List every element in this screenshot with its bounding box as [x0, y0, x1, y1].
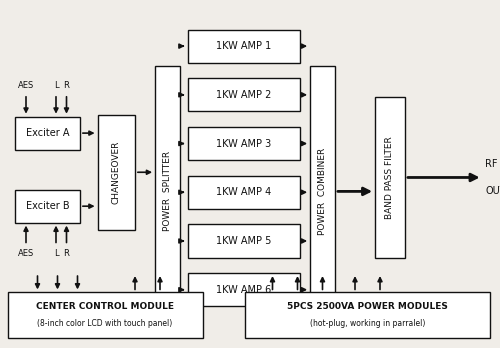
Bar [375, 97, 405, 258]
Text: (8-inch color LCD with touch panel): (8-inch color LCD with touch panel) [38, 319, 172, 328]
Bar [8, 292, 202, 338]
Text: 1KW AMP 3: 1KW AMP 3 [216, 139, 272, 149]
Text: 5PCS 2500VA POWER MODULES: 5PCS 2500VA POWER MODULES [287, 302, 448, 311]
Text: 1KW AMP 5: 1KW AMP 5 [216, 236, 272, 246]
Text: 1KW AMP 1: 1KW AMP 1 [216, 41, 272, 51]
Text: 1KW AMP 2: 1KW AMP 2 [216, 90, 272, 100]
Text: (hot-plug, working in parralel): (hot-plug, working in parralel) [310, 319, 425, 328]
Text: OUT: OUT [485, 186, 500, 196]
Text: AES: AES [18, 81, 34, 90]
Text: 1KW AMP 4: 1KW AMP 4 [216, 187, 272, 197]
Text: POWER  COMBINER: POWER COMBINER [318, 148, 327, 235]
Bar [188, 176, 300, 209]
Text: 1KW AMP 6: 1KW AMP 6 [216, 285, 272, 295]
Text: BAND PASS FILTER: BAND PASS FILTER [386, 136, 394, 219]
Bar [98, 115, 135, 230]
Text: POWER  SPLITTER: POWER SPLITTER [163, 151, 172, 231]
Bar [188, 273, 300, 306]
Text: R: R [64, 81, 70, 90]
Text: Exciter B: Exciter B [26, 201, 70, 211]
Text: CENTER CONTROL MODULE: CENTER CONTROL MODULE [36, 302, 174, 311]
Bar [188, 30, 300, 63]
Text: CHANGEOVER: CHANGEOVER [112, 141, 121, 204]
Bar [310, 66, 335, 317]
Text: Exciter A: Exciter A [26, 128, 69, 138]
Text: AES: AES [18, 249, 34, 258]
Text: L: L [54, 81, 59, 90]
Bar [188, 127, 300, 160]
Text: L: L [54, 249, 59, 258]
Bar [15, 190, 80, 223]
Bar [188, 78, 300, 111]
Bar [188, 224, 300, 258]
Bar [15, 117, 80, 150]
Text: R: R [64, 249, 70, 258]
Text: RF: RF [485, 159, 498, 169]
Bar [245, 292, 490, 338]
Bar [155, 66, 180, 317]
